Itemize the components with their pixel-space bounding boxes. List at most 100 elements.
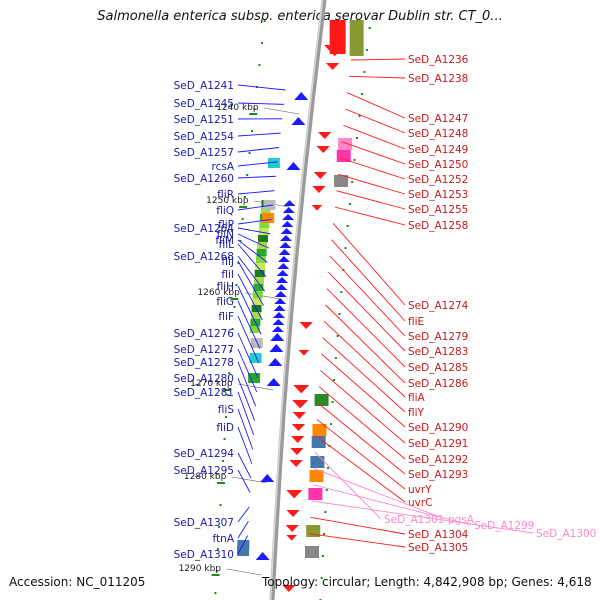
right-label-leader	[329, 255, 406, 337]
forward-gene-arrow	[283, 200, 296, 206]
scale-tick-left	[237, 262, 240, 264]
reverse-gene-arrow	[292, 400, 309, 409]
gene-label-right: SeD_A1236	[408, 54, 469, 66]
gene-bar	[237, 546, 250, 556]
forward-gene-arrow	[279, 235, 292, 241]
scale-tick-right	[358, 115, 361, 117]
gene-label-right: SeD_A1293	[408, 469, 468, 481]
gene-label-right: SeD_A1250	[408, 159, 468, 171]
gene-label-left: fliQ	[216, 205, 234, 217]
left-label-leader	[237, 190, 275, 195]
gene-label-right: fliY	[408, 407, 425, 419]
kbp-label: 1240 kbp	[216, 103, 259, 113]
left-label-leader	[237, 469, 251, 493]
forward-gene-arrow	[272, 319, 285, 325]
right-label-leader	[313, 467, 446, 520]
gene-bar	[260, 207, 271, 214]
right-label-leader	[350, 58, 406, 61]
right-label-leader	[338, 173, 406, 195]
kbp-tick-mark	[239, 206, 248, 208]
right-label-leader	[345, 108, 406, 134]
kbp-leader	[231, 476, 267, 484]
reverse-gene-arrow	[286, 535, 297, 541]
kbp-label: 1250 kbp	[206, 196, 249, 206]
gene-bar	[250, 312, 261, 319]
scale-tick-right	[324, 511, 327, 513]
kbp-label: 1270 kbp	[190, 379, 233, 389]
left-label-leader	[237, 315, 260, 364]
forward-gene-arrow	[266, 378, 281, 386]
scale-tick-left	[258, 64, 261, 66]
scale-tick-left	[215, 570, 218, 572]
gene-bar	[256, 249, 267, 256]
reverse-gene-arrow	[299, 322, 313, 329]
scale-tick-right	[366, 49, 369, 51]
gene-label-right: SeD_A1286	[408, 378, 469, 390]
forward-gene-arrow	[275, 284, 288, 290]
left-label-leader	[237, 377, 256, 421]
scale-tick-right	[325, 489, 328, 491]
genome-summary-text: Topology: circular; Length: 4,842,908 bp…	[262, 575, 592, 589]
gene-bar	[254, 277, 265, 284]
gene-label-left: ftnA	[213, 533, 235, 545]
gene-label-left: SeD_A1251	[174, 114, 234, 126]
scale-tick-right	[330, 423, 333, 425]
gene-label-left: SeD_A1268	[174, 251, 234, 263]
gene-bar	[310, 456, 325, 468]
right-label-leader	[346, 92, 406, 119]
gene-bar	[334, 175, 349, 187]
gene-bar	[257, 235, 268, 242]
gene-label-left: fliJ	[221, 256, 234, 268]
forward-gene-arrow	[274, 291, 287, 297]
gene-label-left: fliG	[216, 296, 234, 308]
gene-label-right: SeD_A1238	[408, 73, 468, 85]
forward-gene-arrow	[255, 552, 270, 560]
gene-label-left: fliI	[221, 269, 234, 281]
gene-label-left: fliD	[216, 422, 234, 434]
left-label-leader	[237, 300, 261, 349]
genome-title: Salmonella enterica subsp. enterica sero…	[97, 9, 503, 24]
scale-tick-right	[327, 467, 330, 469]
reverse-gene-arrow	[289, 460, 303, 467]
reverse-gene-arrow	[286, 510, 300, 517]
forward-gene-arrow	[274, 298, 287, 304]
gene-bar	[336, 150, 351, 162]
gene-label-left: SeD_A1294	[174, 448, 235, 460]
right-label-leader	[310, 516, 406, 535]
gene-bar	[311, 436, 326, 448]
kbp-label: 1260 kbp	[197, 288, 240, 298]
right-label-leader	[339, 157, 406, 180]
left-label-leader	[237, 260, 264, 306]
gene-label-right: SeD_A1248	[408, 128, 468, 140]
gene-label-left: fliH	[217, 281, 234, 293]
scale-tick-left	[219, 504, 222, 506]
left-label-leader	[237, 161, 278, 167]
reverse-gene-arrow	[291, 436, 305, 443]
gene-bar	[338, 138, 353, 150]
gene-bar	[312, 424, 327, 436]
kbp-label: 1280 kbp	[184, 472, 227, 482]
scale-tick-left	[250, 130, 253, 132]
right-label-leader	[332, 223, 406, 306]
gene-label-right: SeD_A1247	[408, 113, 468, 125]
gene-label-left: SeD_A1278	[174, 357, 234, 369]
gene-label-left: SeD_A1260	[174, 173, 234, 185]
gene-label-left: rcsA	[211, 161, 234, 173]
forward-gene-arrow	[278, 249, 291, 255]
gene-label-right: SeD_A1299	[474, 520, 534, 532]
left-label-leader	[237, 255, 266, 292]
scale-tick-right	[346, 225, 349, 227]
reverse-gene-arrow	[292, 412, 306, 419]
right-label-leader	[323, 321, 406, 398]
gene-label-left: SeD_A1254	[174, 131, 235, 143]
scale-tick-left	[241, 218, 244, 220]
kbp-leader	[245, 292, 281, 300]
gene-label-right: SeD_A1249	[408, 144, 468, 156]
left-label-leader	[237, 204, 274, 211]
scale-tick-right	[331, 401, 334, 403]
gene-label-right: SeD_A1292	[408, 454, 468, 466]
forward-gene-arrow	[282, 207, 295, 213]
gene-label-left: fliP	[218, 219, 234, 231]
gene-bar	[262, 213, 275, 223]
